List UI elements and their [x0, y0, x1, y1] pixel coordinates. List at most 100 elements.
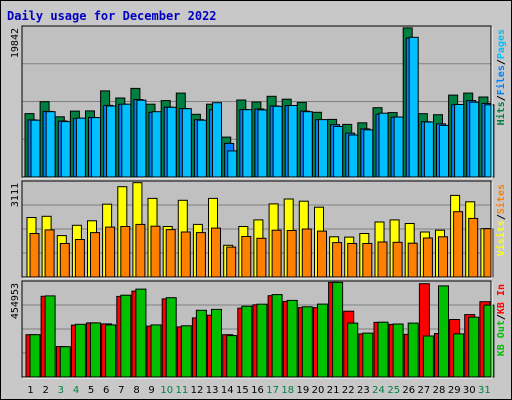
x-tick-label: 18	[281, 385, 294, 396]
series-legend: Hits/Files/Pages	[495, 29, 507, 125]
bar-kb-out	[392, 323, 404, 378]
bar-kb-out	[347, 322, 359, 378]
bar-kb-out	[135, 288, 147, 378]
bar-sites	[377, 241, 388, 278]
legend-kbout: KB Out	[496, 320, 507, 356]
bar-sites	[301, 228, 312, 278]
bar-kb-out	[150, 324, 162, 378]
x-tick-label: 29	[448, 385, 461, 396]
x-tick-label: 19	[297, 385, 310, 396]
bar-pages	[181, 108, 192, 178]
bar-kb-out	[377, 321, 389, 378]
x-tick-label: 14	[221, 385, 234, 396]
bar-kb-out	[438, 285, 449, 378]
bar-pages	[363, 129, 374, 178]
bar-pages	[302, 111, 313, 178]
bar-kb-out	[211, 308, 222, 378]
x-tick-label: 20	[312, 385, 325, 396]
legend-separator: /	[496, 214, 507, 220]
bar-sites	[286, 230, 297, 278]
x-tick-label: 10	[160, 385, 173, 396]
bar-sites	[195, 232, 206, 278]
bar-pages	[136, 99, 147, 178]
x-tick-label: 4	[73, 385, 79, 396]
bar-sites	[105, 226, 116, 278]
bar-pages	[45, 111, 56, 178]
bar-kb-out	[165, 297, 177, 378]
bar-pages	[272, 105, 283, 178]
bar-sites	[90, 232, 100, 278]
legend-separator: /	[496, 59, 507, 65]
bar-sites	[165, 229, 176, 278]
bar-pages	[257, 109, 268, 178]
bar-sites	[180, 231, 191, 278]
bar-sites	[453, 211, 464, 278]
bar-kb-out	[44, 295, 56, 378]
bar-sites	[271, 229, 282, 278]
bar-kb-out	[407, 322, 419, 378]
plot-frame	[21, 280, 492, 378]
bar-kb-out	[422, 335, 434, 378]
bar-sites	[226, 246, 237, 278]
bar-kb-out	[362, 332, 374, 378]
bar-kb-out	[105, 324, 117, 378]
bar-sites	[150, 225, 161, 278]
bar-sites	[74, 239, 85, 278]
bar-pages	[333, 126, 344, 178]
bar-pages	[151, 111, 162, 178]
bar-kb-out	[241, 305, 253, 378]
bar-kb-out	[226, 335, 238, 378]
bar-kb-out	[286, 299, 298, 378]
x-tick-label: 1	[27, 385, 33, 396]
bar-pages	[75, 117, 86, 178]
bar-pages	[423, 121, 434, 178]
y-axis-max-label: 19842	[10, 28, 21, 58]
bar-pages	[454, 104, 465, 178]
bottom-panel: 454953 KB Out/KB In	[10, 280, 507, 379]
plot-frame	[21, 25, 492, 178]
y-axis-max-label: 3111	[10, 183, 21, 207]
bar-pages	[91, 117, 101, 178]
x-tick-label: 3	[58, 385, 64, 396]
x-tick-label: 5	[88, 385, 94, 396]
bar-sites	[211, 227, 221, 278]
bar-sites	[256, 237, 267, 278]
bar-kb-out	[90, 322, 101, 378]
x-tick-label: 6	[103, 385, 109, 396]
chart-title: Daily usage for December 2022	[7, 9, 217, 23]
x-tick-label: 27	[418, 385, 431, 396]
bar-pages	[242, 109, 253, 178]
bar-pages	[106, 105, 117, 178]
x-tick-label: 24	[372, 385, 385, 396]
bar-kb-out	[453, 333, 465, 378]
x-tick-label: 22	[342, 385, 355, 396]
legend-hits: Hits	[495, 101, 507, 125]
bar-pages	[287, 105, 298, 178]
bar-pages	[166, 106, 177, 178]
bar-sites	[59, 243, 70, 278]
x-tick-label: 31	[478, 385, 491, 396]
bar-sites	[44, 229, 55, 278]
bar-sites	[362, 243, 373, 278]
x-tick-label: 12	[191, 385, 204, 396]
x-tick-label: 30	[463, 385, 476, 396]
bar-pages	[227, 150, 238, 178]
bar-pages	[318, 119, 328, 178]
bar-sites	[347, 243, 358, 278]
x-axis: 1 2 3 4 5 6 7 8 9 10 11 12 13 14 15 16 17 18 19 20 21 22 23 24 2…	[27, 385, 490, 396]
bar-sites	[135, 223, 146, 278]
bar-pages	[30, 119, 41, 178]
x-tick-label: 28	[433, 385, 446, 396]
bar-sites	[422, 237, 433, 278]
bar-pages	[469, 101, 480, 178]
bar-pages	[348, 134, 359, 178]
legend-visits: Visits	[495, 220, 507, 256]
bar-sites	[438, 236, 448, 278]
x-tick-label: 9	[148, 385, 154, 396]
bar-pages	[121, 103, 132, 178]
series-legend: KB Out/KB In	[496, 284, 507, 356]
x-tick-label: 11	[176, 385, 189, 396]
